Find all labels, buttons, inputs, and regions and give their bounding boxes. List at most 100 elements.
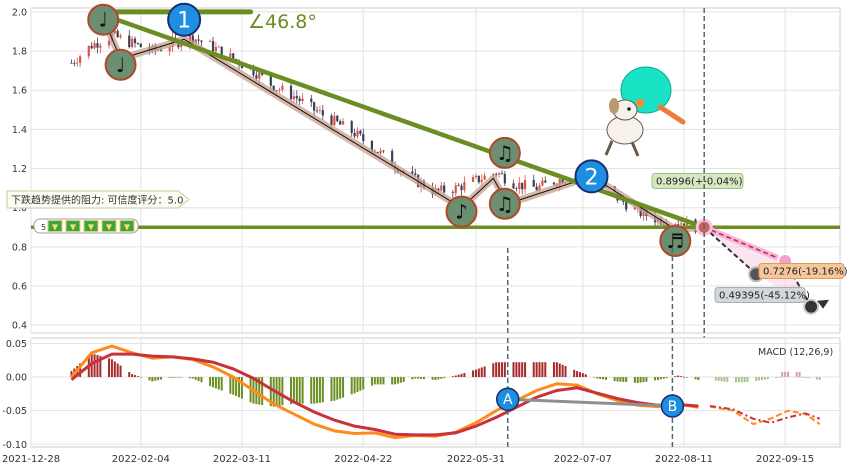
candle-body (229, 53, 232, 58)
macd-histogram-bar (108, 358, 111, 378)
macd-histogram-bar (599, 377, 602, 379)
macd-title: MACD (12,26,9) (758, 347, 833, 358)
candle-body (301, 98, 304, 102)
macd-histogram-bar (604, 377, 607, 380)
macd-histogram-bar (134, 375, 137, 378)
price-y-tick-label: 1.0 (12, 203, 27, 214)
macd-histogram-bar (168, 377, 171, 378)
macd-histogram-bar (359, 377, 362, 391)
candle-body (79, 56, 82, 63)
macd-histogram-bar (622, 377, 625, 382)
forecast-label-lower: 0.49395(-45.12%) (714, 287, 810, 303)
candle-body (232, 53, 235, 59)
candle-body (457, 185, 460, 187)
mascot-eye (627, 107, 631, 111)
candle-body (538, 185, 541, 191)
macd-histogram-bar (110, 359, 113, 378)
x-tick-label: 2022-09-15 (756, 454, 814, 465)
candle-body (339, 121, 342, 125)
candle-body (463, 181, 466, 191)
forecast-arrow-head (817, 299, 830, 309)
candle-body (512, 183, 515, 189)
macd-histogram-bar (474, 369, 477, 378)
macd-histogram-bar (576, 371, 579, 378)
forecast-upper-line (703, 226, 786, 262)
macd-histogram-bar (440, 377, 443, 379)
macd-histogram-bar (212, 377, 215, 388)
candle-body (295, 96, 298, 99)
macd-y-tick-label: -0.10 (2, 440, 27, 451)
macd-histogram-bar (391, 377, 394, 385)
signal-badge-icon-glyph: ▼ (88, 223, 95, 232)
macd-histogram-bar (197, 377, 200, 382)
macd-histogram-bar (573, 369, 576, 378)
macd-histogram-bar (680, 376, 683, 378)
macd-y-tick-label: 0.00 (6, 373, 27, 384)
macd-histogram-bar (255, 377, 258, 405)
macd-histogram-bar (451, 376, 454, 378)
macd-histogram-bar (258, 377, 261, 405)
macd-forecast-bar (717, 377, 720, 382)
macd-marker-label: A (503, 392, 513, 408)
candle-body (217, 46, 220, 48)
price-panel: 0.4 0.6 0.8 1.0 1.2 1.4 1.6 1.8 2.0 ∠46.8° 下跌趋势提供的… (6, 2, 848, 447)
macd-histogram-bar (524, 362, 527, 378)
candle-body (523, 180, 527, 190)
price-y-tick-label: 1.2 (12, 164, 27, 175)
mascot-paddle-handle (657, 104, 686, 125)
candle-body (168, 47, 171, 51)
macd-histogram-bar (194, 377, 197, 380)
macd-histogram-bar (414, 377, 417, 379)
macd-forecast-bar (766, 377, 769, 380)
candle-body (679, 223, 683, 225)
macd-forecast-bar (743, 377, 746, 383)
x-tick-label: 2022-05-31 (447, 454, 505, 465)
note-badge-glyph: ♩ (99, 8, 108, 32)
macd-histogram-bar (350, 377, 353, 395)
macd-histogram-bar (93, 354, 96, 378)
macd-forecast-bar (818, 377, 821, 380)
macd-histogram-bar (685, 377, 688, 378)
macd-histogram-bar (578, 372, 581, 378)
macd-histogram-bar (353, 377, 356, 394)
price-y-tick-label: 1.6 (12, 86, 27, 97)
macd-forecast-bar (740, 377, 743, 383)
macd-forecast-bar (781, 372, 784, 378)
macd-histogram-bar (555, 362, 558, 378)
candle-body (359, 130, 362, 134)
macd-forecast-bar (714, 377, 717, 381)
macd-histogram-bar (310, 377, 313, 404)
x-tick-label: 2021-12-28 (2, 454, 60, 465)
macd-histogram-bar (180, 377, 183, 378)
macd-histogram-bar (625, 377, 628, 383)
trend-angle-label: ∠46.8° (248, 11, 317, 33)
macd-histogram-bar (596, 377, 599, 379)
signal-badge-icon (65, 220, 81, 232)
macd-histogram-bar (500, 362, 503, 378)
candle-body (313, 102, 316, 111)
note-badge-glyph: ♫ (496, 141, 514, 165)
signal-badge-icon-glyph: ▼ (106, 223, 113, 232)
macd-forecast-bar (784, 371, 787, 378)
mascot-ear (609, 98, 619, 114)
candle-body (454, 185, 457, 194)
macd-forecast-bar (758, 377, 761, 381)
macd-histogram-bar (356, 377, 359, 393)
macd-histogram-bar (214, 377, 217, 389)
macd-histogram-bar (232, 377, 235, 395)
candle-body (119, 35, 122, 38)
macd-histogram-bar (70, 371, 73, 378)
macd-forecast-dea-line (709, 404, 821, 424)
candle-body (131, 38, 134, 48)
candle-body (272, 85, 275, 92)
signal-badge-icon (83, 220, 99, 232)
signal-badge-icon (47, 220, 63, 232)
price-y-tick-label: 0.6 (12, 282, 27, 293)
candle-body (341, 121, 345, 125)
resistance-label-box (6, 190, 190, 209)
macd-marker-link (507, 397, 673, 408)
candle-body (460, 185, 463, 191)
macd-marker (495, 387, 520, 411)
mascot-leg (604, 140, 614, 156)
candle-body (362, 133, 365, 141)
